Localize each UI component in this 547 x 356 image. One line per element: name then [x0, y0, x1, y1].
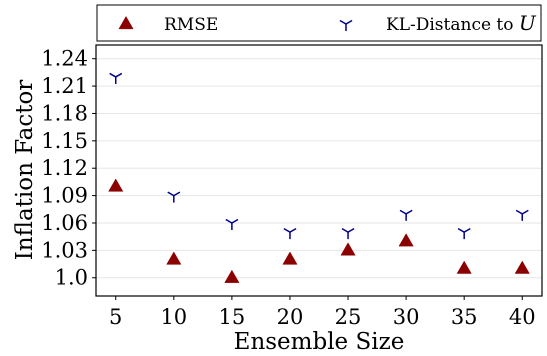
legend-marker-kl-distance: [339, 19, 353, 31]
x-tick-label: 35: [451, 305, 478, 329]
rmse-point: [340, 242, 356, 256]
x-axis-title: Ensemble Size: [234, 329, 405, 355]
y-tick-label: 1.09: [41, 184, 88, 208]
kl-distance-point: [225, 218, 239, 230]
rmse-point: [398, 233, 414, 247]
legend-label-kl-text: KL-Distance to: [386, 15, 519, 35]
kl-distance-point: [109, 72, 123, 84]
legend: RMSE KL-Distance to U: [96, 4, 542, 42]
data-series: [108, 72, 530, 283]
legend-marker-rmse: [118, 15, 134, 30]
kl-distance-point: [283, 227, 297, 240]
legend-tri-icon: [339, 19, 353, 31]
y-axis-ticks: 1.0 1.03 1.06 1.09 1.12 1.15 1.18 1.21 1.24: [41, 47, 96, 290]
y-tick-label: 1.21: [41, 74, 88, 98]
y-tick-label: 1.18: [41, 101, 88, 125]
kl-distance-point: [167, 191, 181, 203]
rmse-point: [166, 251, 182, 265]
x-tick-label: 20: [277, 305, 304, 329]
rmse-point: [514, 260, 530, 274]
series-rmse: [108, 178, 530, 283]
y-axis-title: Inflation Factor: [12, 80, 38, 261]
legend-label-kl-math: U: [519, 11, 537, 35]
rmse-point: [282, 251, 298, 265]
y-tick-label: 1.24: [41, 47, 88, 71]
x-tick-label: 15: [219, 305, 246, 329]
kl-distance-point: [399, 209, 413, 221]
series-kl-distance: [109, 72, 529, 240]
kl-distance-point: [457, 227, 471, 240]
legend-frame: [96, 4, 542, 42]
kl-distance-point: [515, 209, 529, 221]
gridlines: [96, 58, 542, 279]
x-tick-label: 40: [509, 305, 536, 329]
plot-area-frame: [95, 44, 543, 297]
rmse-point: [108, 178, 124, 192]
x-tick-label: 30: [393, 305, 420, 329]
y-tick-label: 1.12: [41, 156, 88, 180]
legend-label-rmse: RMSE: [164, 15, 218, 35]
legend-label-kl-distance: KL-Distance to U: [386, 11, 537, 35]
rmse-point: [456, 260, 472, 274]
x-tick-label: 10: [160, 305, 187, 329]
rmse-point: [224, 269, 240, 283]
x-axis-ticks: 5 10 15 20 25 30 35 40: [109, 296, 536, 329]
x-tick-label: 25: [335, 305, 362, 329]
y-tick-label: 1.06: [41, 211, 88, 235]
y-tick-label: 1.0: [55, 266, 88, 290]
legend-triangle-icon: [118, 15, 134, 30]
kl-distance-point: [341, 227, 355, 240]
y-tick-label: 1.15: [41, 129, 88, 153]
x-tick-label: 5: [109, 305, 122, 329]
y-tick-label: 1.03: [41, 238, 88, 262]
